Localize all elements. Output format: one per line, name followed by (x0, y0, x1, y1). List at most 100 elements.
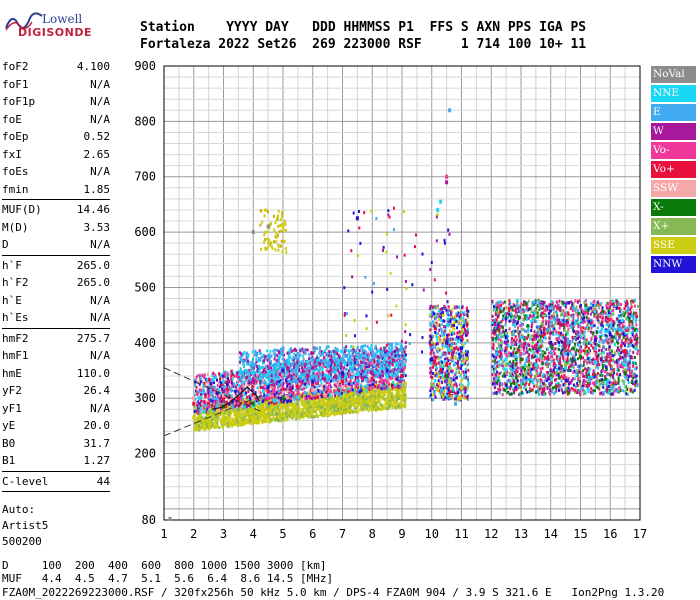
data-point-vo- (445, 362, 449, 367)
param-row: C-level 44 (2, 473, 110, 491)
param-name: hmF1 (2, 349, 29, 362)
param-value: N/A (90, 311, 110, 324)
data-point-x- (207, 410, 211, 415)
x-tick-label: 16 (603, 527, 617, 541)
data-point-noval (266, 224, 270, 229)
param-value: N/A (90, 77, 110, 91)
data-point-vo- (311, 382, 315, 387)
data-point-x- (519, 357, 523, 362)
param-row: foF2 4.100 (2, 58, 110, 76)
data-point-e (296, 351, 300, 356)
data-point-sse (236, 411, 240, 416)
param-row: foF1p N/A (2, 93, 110, 111)
data-point-e (266, 354, 270, 359)
param-value: N/A (90, 238, 110, 251)
trace-line-upper (163, 367, 263, 413)
data-point-nne (281, 362, 285, 367)
data-point-nne (222, 379, 225, 384)
data-point-x- (296, 401, 300, 406)
x-tick-label: 15 (573, 527, 587, 541)
data-point-ssw (281, 390, 285, 395)
data-point-nne (311, 368, 315, 373)
digisonde-logo: Lowell DIGISONDE (4, 4, 124, 46)
y-tick-label: 300 (134, 391, 156, 405)
param-separator (2, 199, 110, 200)
data-point-e (495, 351, 499, 356)
logo-wave-icon (5, 12, 43, 31)
y-tick-label: 600 (134, 225, 156, 239)
data-point-e (355, 360, 359, 365)
param-value: N/A (90, 95, 110, 108)
param-row: hmF1 N/A (2, 347, 110, 365)
y-tick-label: 700 (134, 170, 156, 184)
data-point-sse (326, 400, 330, 405)
data-point-nnw (504, 335, 508, 340)
x-tick-label: 2 (190, 527, 197, 541)
param-row: M(D) 3.53 (2, 219, 110, 237)
data-point-sse (436, 387, 440, 392)
param-value: 31.7 (83, 436, 111, 450)
param-value: N/A (90, 112, 110, 126)
data-point-w (504, 340, 508, 345)
data-point-vo- (207, 401, 211, 406)
param-name: fmin (2, 182, 29, 196)
data-point-vo- (564, 343, 568, 348)
data-point-vo- (236, 401, 240, 406)
data-point-x- (564, 362, 568, 367)
param-row: MUF(D) 14.46 (2, 201, 110, 219)
data-point-sse (251, 409, 255, 414)
data-point-x- (266, 404, 270, 409)
legend-item-x-: X- (651, 199, 696, 216)
x-tick-label: 11 (454, 527, 468, 541)
data-point-vo- (281, 387, 285, 392)
data-point-sse (207, 417, 211, 422)
data-point-nnw (385, 368, 389, 373)
param-row: foEs N/A (2, 163, 110, 181)
param-separator (2, 491, 110, 492)
data-point-w (564, 338, 568, 343)
legend-item-w: W (651, 123, 696, 140)
legend-item-vo-: Vo- (651, 142, 696, 159)
note-line: Auto: (2, 503, 36, 516)
param-name: h`E (2, 293, 22, 307)
x-tick-label: 3 (220, 527, 227, 541)
param-row: fxI 2.65 (2, 146, 110, 164)
param-name: hmF2 (2, 331, 29, 345)
data-point-vo- (519, 351, 523, 356)
data-point-vo- (266, 396, 270, 401)
param-name: yE (2, 419, 16, 432)
param-value: 1.27 (83, 454, 111, 467)
data-point-x- (430, 382, 434, 387)
legend-item-nnw: NNW (651, 256, 696, 273)
legend-item-x-: X+ (651, 218, 696, 235)
param-row: yF1 N/A (2, 400, 110, 418)
param-value: 1.85 (83, 182, 111, 196)
param-row: foEp 0.52 (2, 128, 110, 146)
x-tick-label: 17 (633, 527, 647, 541)
data-point-vo- (192, 401, 196, 406)
data-point-x- (445, 374, 449, 379)
param-name: D (2, 238, 9, 251)
data-point-w (311, 365, 315, 370)
x-tick-label: 9 (398, 527, 405, 541)
x-tick-label: 8 (369, 527, 376, 541)
data-point-sse (460, 385, 463, 390)
data-point-e (326, 362, 330, 367)
x-tick-label: 10 (425, 527, 439, 541)
data-point-e (623, 357, 627, 362)
header-labels: Station YYYY DAY DDD HHMMSS P1 FFS S AXN… (140, 20, 587, 35)
param-row: yF2 26.4 (2, 382, 110, 400)
param-value: 4.100 (76, 60, 110, 73)
param-value: 265.0 (76, 276, 110, 289)
footer-d-line: D 100 200 400 600 800 1000 1500 3000 [km… (2, 559, 327, 572)
data-point-w (222, 390, 225, 395)
data-point-e (525, 357, 529, 362)
data-point-ssw (222, 393, 225, 398)
data-point-nne (623, 362, 627, 367)
legend-item-ssw: SSW (651, 180, 696, 197)
note-line: Artist5 (2, 519, 49, 532)
param-separator (2, 327, 110, 329)
param-value: 26.4 (83, 384, 111, 397)
data-point-ssw (311, 387, 315, 392)
